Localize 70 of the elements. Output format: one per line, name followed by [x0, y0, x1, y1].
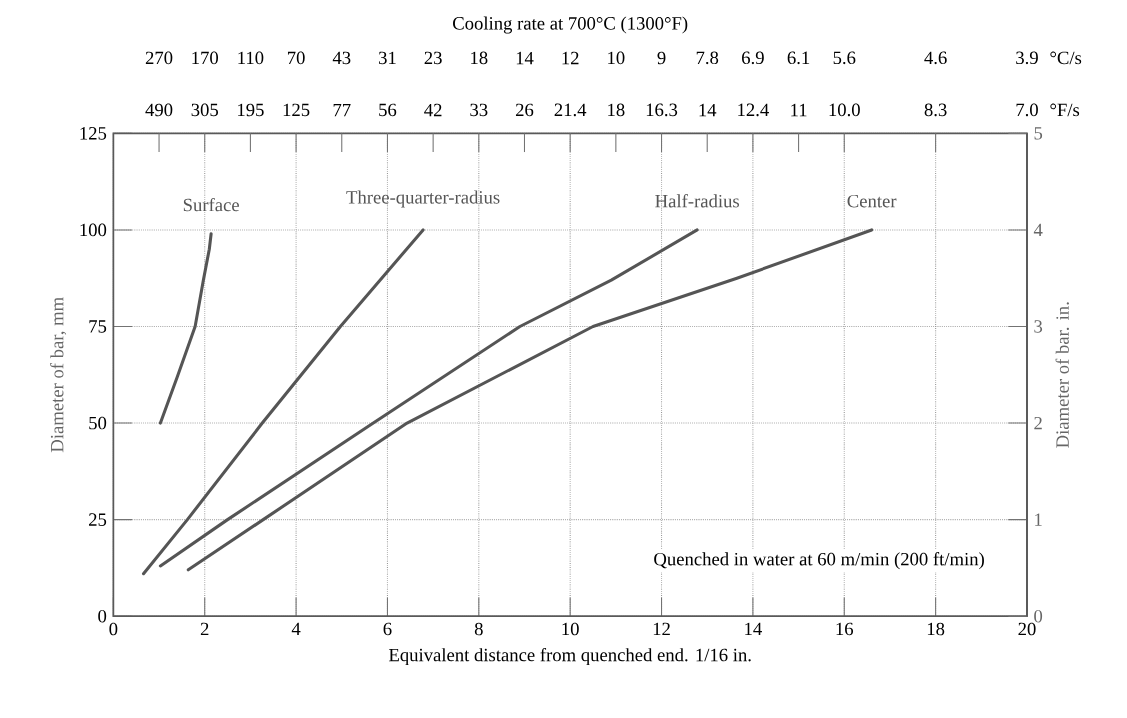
y2-tick-label: 5 — [1034, 127, 1043, 140]
text: 26 — [515, 103, 534, 117]
x-tick-label: 12 — [653, 622, 670, 636]
y2-axis-title: Diameter of bar. in. — [1055, 302, 1069, 449]
y2-tick-label: 3 — [1034, 320, 1043, 333]
text: 12 — [562, 52, 579, 65]
text: 7.0 — [1016, 103, 1038, 117]
x-tick-label: 2 — [200, 622, 209, 636]
text: 170 — [192, 51, 219, 65]
y-axis-title: Diameter of bar, mm — [50, 297, 67, 453]
y2-tick-label: 0 — [1034, 610, 1043, 623]
x2-axis-title: Cooling rate at 700°C (1300°F) — [453, 16, 688, 34]
text: 125 — [283, 103, 310, 117]
x-tick-label: 6 — [383, 622, 392, 636]
y-tick-label: 75 — [89, 320, 107, 333]
series-label: Half-radius — [655, 194, 740, 208]
text: 16.3 — [646, 103, 678, 117]
y-tick-label: 125 — [80, 127, 107, 140]
y-tick-label: 0 — [98, 610, 107, 623]
y-tick-label: 100 — [80, 223, 107, 237]
y2-tick-label: 1 — [1035, 513, 1042, 526]
text: 70 — [287, 51, 305, 65]
text: 21.4 — [554, 103, 587, 117]
x-tick-label: 4 — [291, 622, 301, 636]
series-label: Three-quarter-radius — [346, 190, 500, 208]
text: 14 — [699, 104, 717, 117]
text: 77 — [333, 104, 351, 117]
text: 10.0 — [829, 103, 860, 117]
text: 9 — [657, 51, 666, 65]
x-axis-title: Equivalent distance from quenched end. 1/16 in. — [388, 648, 751, 666]
text: 18 — [608, 103, 625, 117]
text: °F/s — [1050, 103, 1080, 117]
text: 56 — [379, 103, 397, 117]
y-tick-label: 50 — [89, 416, 107, 430]
text: 8.3 — [924, 103, 947, 117]
text: 5.6 — [833, 51, 856, 65]
text: 7.8 — [696, 51, 719, 65]
text: 270 — [145, 51, 173, 65]
text: °C/s — [1050, 51, 1082, 65]
series-label: Center — [847, 195, 897, 208]
series-label: Surface — [183, 198, 239, 212]
x-tick-label: 14 — [745, 622, 762, 636]
y-tick-label: 25 — [89, 513, 107, 527]
x-tick-label: 8 — [474, 622, 483, 636]
x-tick-label: 16 — [836, 622, 854, 636]
x-tick-label: 20 — [1018, 622, 1036, 636]
text: 43 — [332, 51, 351, 65]
text: 110 — [238, 51, 264, 65]
text: 305 — [191, 103, 219, 117]
text: 3.9 — [1016, 51, 1038, 65]
text: 33 — [470, 103, 488, 117]
annotation: Quenched in water at 60 m/min (200 ft/min) — [654, 552, 984, 570]
x-tick-label: 18 — [927, 622, 945, 636]
x-tick-label: 0 — [109, 622, 118, 636]
x-tick-label: 10 — [562, 622, 579, 636]
text: 6.1 — [787, 51, 810, 65]
text: 14 — [516, 52, 534, 65]
text: 12.4 — [738, 103, 769, 117]
text: 18 — [471, 51, 488, 65]
y2-tick-label: 2 — [1034, 417, 1042, 430]
y2-tick-label: 4 — [1033, 223, 1043, 237]
text: 4.6 — [924, 51, 947, 65]
text: 31 — [379, 51, 396, 65]
text: 23 — [424, 51, 442, 65]
text: 195 — [238, 103, 264, 117]
text: 42 — [424, 104, 442, 117]
text: 11 — [791, 104, 807, 117]
text: 490 — [145, 103, 173, 117]
text: 6.9 — [742, 51, 764, 65]
text: 10 — [608, 51, 625, 65]
